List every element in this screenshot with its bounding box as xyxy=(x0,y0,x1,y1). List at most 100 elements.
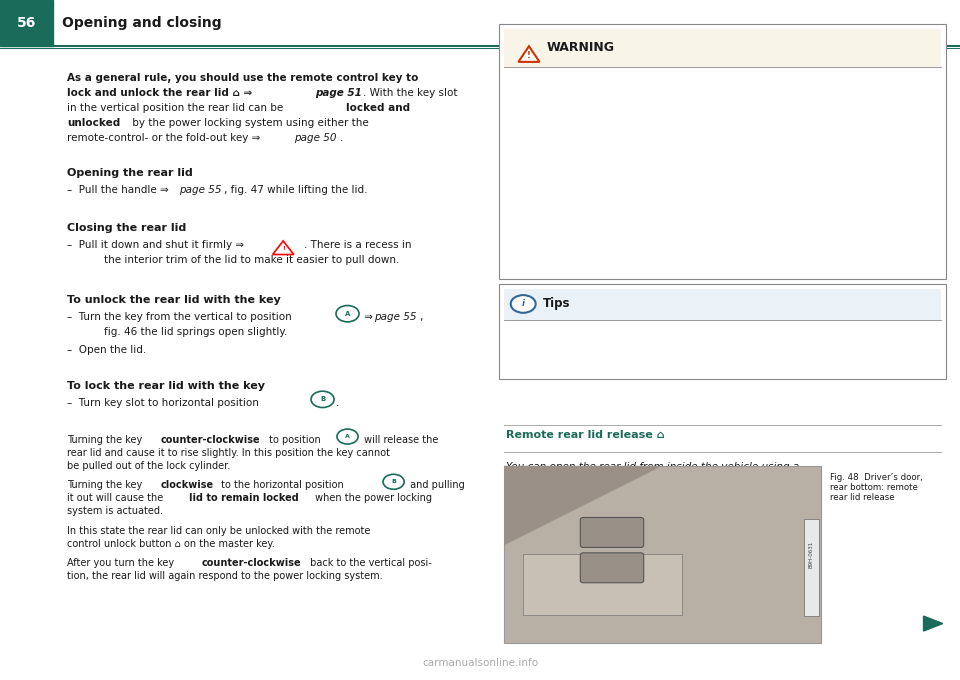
Text: counter-clockwise: counter-clockwise xyxy=(202,558,301,568)
Text: After you turn the key: After you turn the key xyxy=(67,558,178,568)
Text: when the power locking: when the power locking xyxy=(312,494,432,503)
Text: You can open the rear lid from inside the vehicle using a: You can open the rear lid from inside th… xyxy=(506,462,799,473)
Text: !: ! xyxy=(282,246,284,251)
Text: Turning the key: Turning the key xyxy=(67,435,146,445)
Text: Opening the rear lid: Opening the rear lid xyxy=(67,168,193,178)
Text: be pulled out of the lock cylinder.: be pulled out of the lock cylinder. xyxy=(67,461,230,471)
Polygon shape xyxy=(504,466,662,545)
Text: WARNING: WARNING xyxy=(546,41,614,54)
Text: carmanualsonline.info: carmanualsonline.info xyxy=(422,658,538,668)
FancyBboxPatch shape xyxy=(580,553,644,583)
FancyBboxPatch shape xyxy=(499,284,946,379)
FancyBboxPatch shape xyxy=(504,289,941,320)
Text: B: B xyxy=(320,396,325,403)
Text: .: . xyxy=(336,398,340,408)
Text: compartment and pull the lid shut, becoming trapped and unable: compartment and pull the lid shut, becom… xyxy=(525,188,812,198)
Text: clockwise: clockwise xyxy=(160,480,213,490)
Text: –  Turn the key from the vertical to position: – Turn the key from the vertical to posi… xyxy=(67,312,296,322)
Text: . There is a recess in: . There is a recess in xyxy=(304,240,412,250)
Text: remote-control- or the fold-out key ⇒: remote-control- or the fold-out key ⇒ xyxy=(67,133,264,143)
FancyBboxPatch shape xyxy=(580,517,644,547)
Text: page 50: page 50 xyxy=(294,133,336,143)
Text: will release the: will release the xyxy=(361,435,439,445)
Text: i: i xyxy=(521,299,525,309)
Text: by the power locking system using either the: by the power locking system using either… xyxy=(129,118,369,128)
Text: –  Open the lid.: – Open the lid. xyxy=(67,345,147,355)
Text: it out will cause the: it out will cause the xyxy=(67,494,167,503)
Circle shape xyxy=(337,429,358,444)
Text: counter-clockwise: counter-clockwise xyxy=(160,435,260,445)
Polygon shape xyxy=(273,241,294,254)
Text: luggage area, because then the rear lid cannot be fully closed.: luggage area, because then the rear lid … xyxy=(525,149,800,158)
Text: •  To help prevent poisonous exhaust gas from being drawn into: • To help prevent poisonous exhaust gas … xyxy=(514,114,794,122)
Text: To unlock the rear lid with the key: To unlock the rear lid with the key xyxy=(67,295,281,305)
Text: In case of an emergency, the rear lid can be opened from the inside: In case of an emergency, the rear lid ca… xyxy=(516,328,840,337)
Text: •  After closing the rear lid, always pull up on it to make sure that: • After closing the rear lid, always pul… xyxy=(514,73,801,82)
Text: B9H-0631: B9H-0631 xyxy=(808,541,814,568)
Text: unlocked: unlocked xyxy=(67,118,120,128)
FancyBboxPatch shape xyxy=(499,24,946,279)
Text: Tips: Tips xyxy=(542,297,570,310)
Text: it is properly closed. Otherwise it could open suddenly when the: it is properly closed. Otherwise it coul… xyxy=(525,86,806,95)
Text: vehicle is moving.: vehicle is moving. xyxy=(525,97,604,106)
Text: lock and unlock the rear lid ⌂ ⇒: lock and unlock the rear lid ⌂ ⇒ xyxy=(67,88,256,98)
Circle shape xyxy=(383,475,404,490)
Polygon shape xyxy=(518,46,540,62)
Text: –  Pull it down and shut it firmly ⇒: – Pull it down and shut it firmly ⇒ xyxy=(67,240,248,250)
Text: to position: to position xyxy=(266,435,324,445)
Text: to the horizontal position: to the horizontal position xyxy=(218,480,347,490)
Text: As a general rule, you should use the remote control key to: As a general rule, you should use the re… xyxy=(67,73,419,83)
Text: Closing the rear lid: Closing the rear lid xyxy=(67,223,186,233)
Text: left open. A child could crawl into the car through the luggage: left open. A child could crawl into the … xyxy=(525,177,798,186)
Text: switch in the driver’s door.: switch in the driver’s door. xyxy=(506,476,644,486)
Text: , fig. 47 while lifting the lid.: , fig. 47 while lifting the lid. xyxy=(224,185,367,195)
FancyBboxPatch shape xyxy=(504,29,941,67)
Text: system is actuated.: system is actuated. xyxy=(67,506,163,516)
Circle shape xyxy=(336,305,359,322)
Text: A: A xyxy=(345,434,350,439)
Polygon shape xyxy=(924,616,943,631)
Text: !: ! xyxy=(527,50,531,60)
Text: page 51: page 51 xyxy=(315,88,362,98)
Text: fig. 46 the lid springs open slightly.: fig. 46 the lid springs open slightly. xyxy=(104,327,287,337)
Text: rear lid and cause it to rise slightly. In this position the key cannot: rear lid and cause it to rise slightly. … xyxy=(67,448,390,458)
Text: . With the key slot: . With the key slot xyxy=(363,88,457,98)
Text: tion, the rear lid will again respond to the power locking system.: tion, the rear lid will again respond to… xyxy=(67,571,383,581)
Text: In this state the rear lid can only be unlocked with the remote: In this state the rear lid can only be u… xyxy=(67,526,371,536)
Text: Opening and closing: Opening and closing xyxy=(62,16,222,30)
Text: To lock the rear lid with the key: To lock the rear lid with the key xyxy=(67,381,265,391)
Text: Fig. 48  Driver’s door,
rear bottom: remote
rear lid release: Fig. 48 Driver’s door, rear bottom: remo… xyxy=(830,473,924,503)
Circle shape xyxy=(511,295,536,313)
Text: to get out. To reduce the risk of personal injury, never let children: to get out. To reduce the risk of person… xyxy=(525,201,813,209)
Text: ,: , xyxy=(420,312,423,322)
Text: –  Pull the handle ⇒: – Pull the handle ⇒ xyxy=(67,185,172,195)
Text: page 55: page 55 xyxy=(179,185,221,195)
Text: B: B xyxy=(391,479,396,484)
Circle shape xyxy=(311,391,334,407)
Text: using the trunk escape handle ⇒ page 290. ■: using the trunk escape handle ⇒ page 290… xyxy=(516,342,734,351)
FancyBboxPatch shape xyxy=(504,466,821,643)
FancyBboxPatch shape xyxy=(523,554,682,615)
Text: the vehicle doors, closed when not in use.: the vehicle doors, closed when not in us… xyxy=(525,224,709,233)
Text: •  Never leave your vehicle unattended especially with the rear lid: • Never leave your vehicle unattended es… xyxy=(514,165,805,174)
Text: .: . xyxy=(340,133,344,143)
Text: the interior trim of the lid to make it easier to pull down.: the interior trim of the lid to make it … xyxy=(104,255,399,265)
Text: control unlock button ⌂ on the master key.: control unlock button ⌂ on the master ke… xyxy=(67,539,275,549)
Text: play in or around your vehicle. Always keep the rear lid, as well as: play in or around your vehicle. Always k… xyxy=(525,212,815,222)
Text: page 55: page 55 xyxy=(374,312,417,322)
Text: –  Turn key slot to horizontal position: – Turn key slot to horizontal position xyxy=(67,398,262,408)
FancyBboxPatch shape xyxy=(0,0,53,46)
Text: and pulling: and pulling xyxy=(407,480,465,490)
FancyBboxPatch shape xyxy=(804,519,819,616)
Text: 56: 56 xyxy=(17,16,36,30)
Text: in the vertical position the rear lid can be: in the vertical position the rear lid ca… xyxy=(67,103,287,113)
Text: Remote rear lid release ⌂: Remote rear lid release ⌂ xyxy=(506,430,664,440)
Text: back to the vertical posi-: back to the vertical posi- xyxy=(307,558,432,568)
Text: ⇒: ⇒ xyxy=(361,312,376,322)
Text: A: A xyxy=(345,311,350,317)
Text: transport objects larger than those fitting completely into the: transport objects larger than those fitt… xyxy=(525,137,795,146)
Text: locked and: locked and xyxy=(346,103,410,113)
Text: the vehicle, always keep the rear lid closed while driving. Never: the vehicle, always keep the rear lid cl… xyxy=(525,125,805,134)
Text: lid to remain locked: lid to remain locked xyxy=(189,494,299,503)
Text: Turning the key: Turning the key xyxy=(67,480,146,490)
